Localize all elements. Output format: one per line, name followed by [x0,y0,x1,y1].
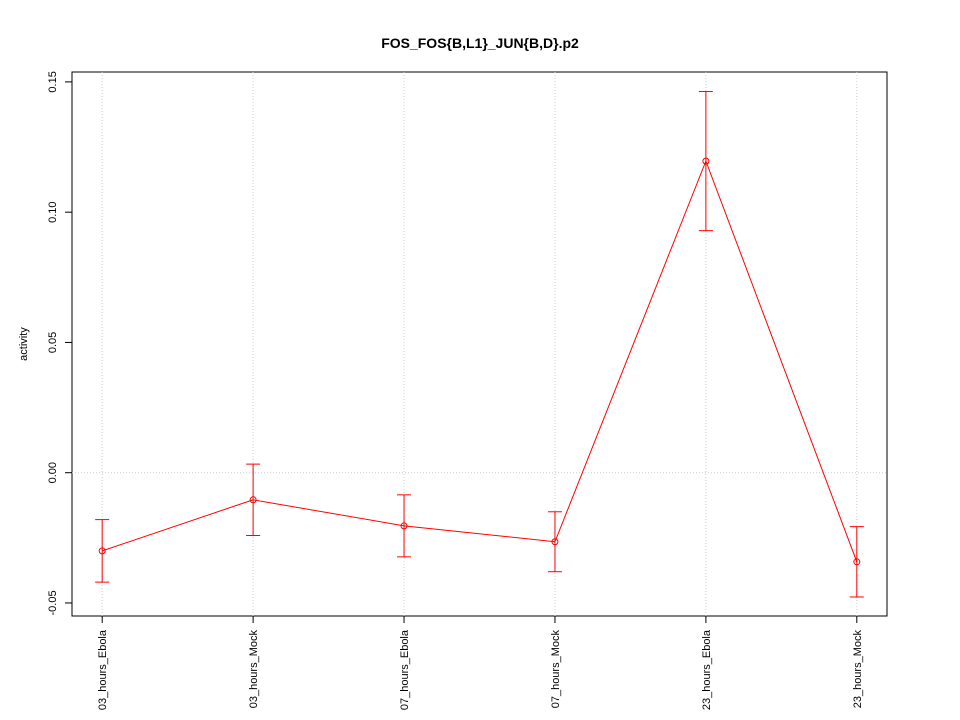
error-bar [547,511,562,573]
error-bar [246,463,261,536]
y-axis-label: activity [18,327,30,361]
point [702,157,710,165]
point [400,522,408,530]
error-bar [849,526,864,598]
error-bar [95,519,110,583]
x-tick-label: 07_hours_Mock [550,630,562,709]
x-tick-label: 23_hours_Mock [852,630,864,709]
chart-title: FOS_FOS{B,L1}_JUN{B,D}.p2 [381,35,579,51]
y-tick-label: 0.00 [47,462,59,483]
x-tick-label: 03_hours_Ebola [97,629,109,710]
y-tick-label: 0.15 [47,71,59,92]
x-tick-label: 07_hours_Ebola [399,629,411,710]
point [551,538,559,546]
point [98,547,106,555]
x-tick-label: 03_hours_Mock [248,630,260,709]
y-tick-label: 0.10 [47,201,59,222]
plot-frame [71,71,888,617]
data-line [102,159,858,562]
y-tick-label: 0.05 [47,332,59,353]
error-bar [698,91,713,232]
point [853,558,861,566]
y-tick-label: -0.05 [47,590,59,615]
point [249,496,257,504]
error-bar [397,494,412,558]
x-tick-label: 23_hours_Ebola [701,629,713,710]
